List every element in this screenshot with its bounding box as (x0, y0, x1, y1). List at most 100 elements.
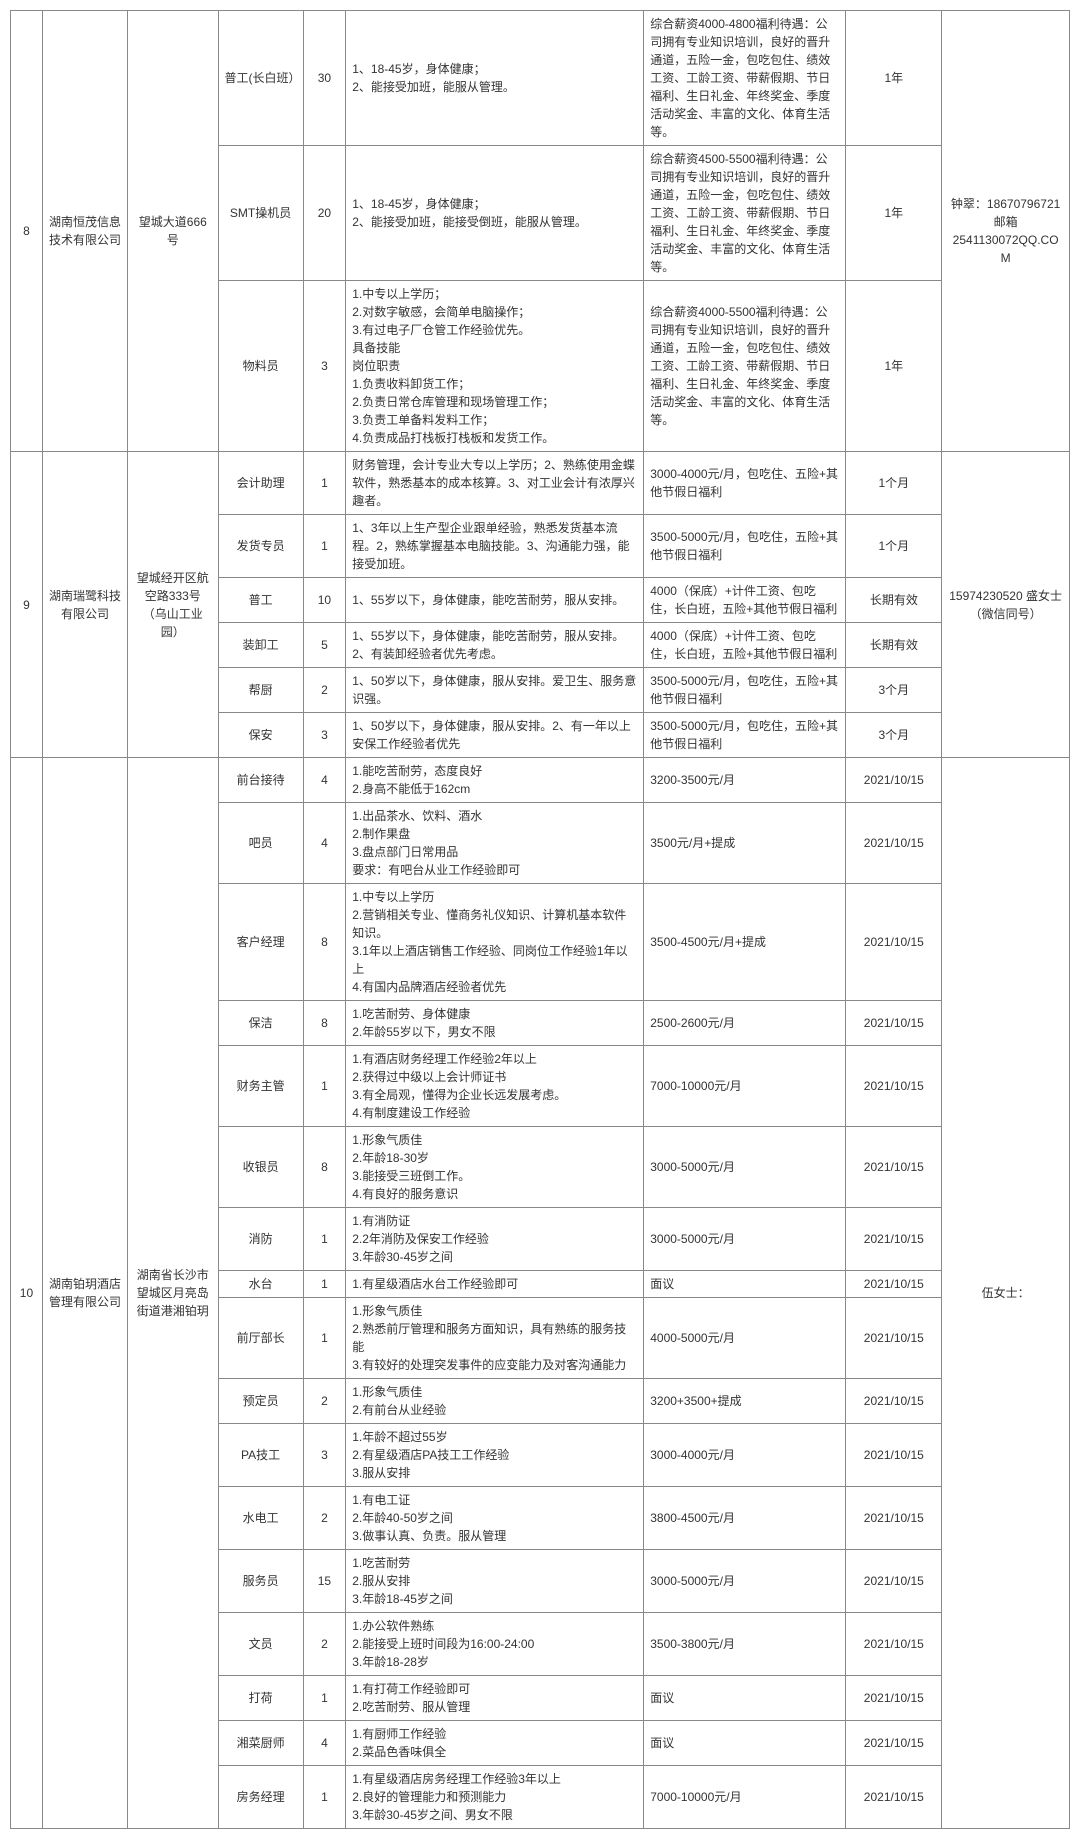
position-count: 8 (303, 884, 346, 1001)
requirements: 1.有星级酒店水台工作经验即可 (346, 1271, 644, 1298)
position-count: 1 (303, 1676, 346, 1721)
requirements: 1.吃苦耐劳 2.服从安排 3.年龄18-45岁之间 (346, 1550, 644, 1613)
salary: 3500-5000元/月，包吃住，五险+其他节假日福利 (644, 668, 846, 713)
position-name: 发货专员 (218, 515, 303, 578)
salary: 2500-2600元/月 (644, 1001, 846, 1046)
salary: 3500-4500元/月+提成 (644, 884, 846, 1001)
company-address: 望城大道666号 (128, 11, 218, 452)
position-count: 2 (303, 668, 346, 713)
requirements: 1、18-45岁，身体健康； 2、能接受加班，能服从管理。 (346, 11, 644, 146)
contact-info: 15974230520 盛女士（微信同号） (942, 452, 1070, 758)
position-count: 3 (303, 281, 346, 452)
recruitment-table: 8湖南恒茂信息技术有限公司望城大道666号普工(长白班）301、18-45岁，身… (10, 10, 1070, 1829)
valid-until: 2021/10/15 (846, 1766, 942, 1829)
salary: 3000-5000元/月 (644, 1550, 846, 1613)
position-name: 房务经理 (218, 1766, 303, 1829)
position-count: 1 (303, 515, 346, 578)
requirements: 1.有电工证 2.年龄40-50岁之间 3.做事认真、负责。服从管理 (346, 1487, 644, 1550)
position-count: 2 (303, 1487, 346, 1550)
requirements: 1.有打荷工作经验即可 2.吃苦耐劳、服从管理 (346, 1676, 644, 1721)
requirements: 1.形象气质佳 2.有前台从业经验 (346, 1379, 644, 1424)
requirements: 1、50岁以下，身体健康，服从安排。爱卫生、服务意识强。 (346, 668, 644, 713)
requirements: 1.有星级酒店房务经理工作经验3年以上 2.良好的管理能力和预测能力 3.年龄3… (346, 1766, 644, 1829)
salary: 4000（保底）+计件工资、包吃住，长白班，五险+其他节假日福利 (644, 578, 846, 623)
valid-until: 2021/10/15 (846, 1424, 942, 1487)
requirements: 1、50岁以下，身体健康，服从安排。2、有一年以上安保工作经验者优先 (346, 713, 644, 758)
valid-until: 长期有效 (846, 623, 942, 668)
salary: 综合薪资4500-5500福利待遇：公司拥有专业知识培训，良好的晋升通道，五险一… (644, 146, 846, 281)
position-count: 8 (303, 1127, 346, 1208)
position-count: 8 (303, 1001, 346, 1046)
position-count: 1 (303, 1208, 346, 1271)
position-name: 装卸工 (218, 623, 303, 668)
salary: 面议 (644, 1271, 846, 1298)
group-index: 10 (11, 758, 43, 1829)
requirements: 1.中专以上学历； 2.对数字敏感，会简单电脑操作； 3.有过电子厂仓管工作经验… (346, 281, 644, 452)
requirements: 1、55岁以下，身体健康，能吃苦耐劳，服从安排。2、有装卸经验者优先考虑。 (346, 623, 644, 668)
table-row: 8湖南恒茂信息技术有限公司望城大道666号普工(长白班）301、18-45岁，身… (11, 11, 1070, 146)
salary: 3200-3500元/月 (644, 758, 846, 803)
requirements: 1.能吃苦耐劳，态度良好 2.身高不能低于162cm (346, 758, 644, 803)
position-count: 3 (303, 713, 346, 758)
contact-info: 钟翠：18670796721 邮箱2541130072QQ.COM (942, 11, 1070, 452)
valid-until: 2021/10/15 (846, 1271, 942, 1298)
salary: 3200+3500+提成 (644, 1379, 846, 1424)
position-count: 1 (303, 452, 346, 515)
group-index: 8 (11, 11, 43, 452)
requirements: 财务管理，会计专业大专以上学历；2、熟练使用金蝶软件，熟悉基本的成本核算。3、对… (346, 452, 644, 515)
position-count: 2 (303, 1379, 346, 1424)
contact-info: 伍女士： (942, 758, 1070, 1829)
position-count: 1 (303, 1271, 346, 1298)
position-name: 文员 (218, 1613, 303, 1676)
valid-until: 2021/10/15 (846, 1298, 942, 1379)
position-count: 3 (303, 1424, 346, 1487)
position-count: 2 (303, 1613, 346, 1676)
requirements: 1.吃苦耐劳、身体健康 2.年龄55岁以下，男女不限 (346, 1001, 644, 1046)
position-name: SMT操机员 (218, 146, 303, 281)
position-count: 1 (303, 1766, 346, 1829)
salary: 4000（保底）+计件工资、包吃住，长白班，五险+其他节假日福利 (644, 623, 846, 668)
valid-until: 1个月 (846, 452, 942, 515)
valid-until: 1年 (846, 281, 942, 452)
position-name: 前厅部长 (218, 1298, 303, 1379)
position-name: 财务主管 (218, 1046, 303, 1127)
table-row: 9湖南瑞鹭科技有限公司望城经开区航空路333号（乌山工业园）会计助理1财务管理，… (11, 452, 1070, 515)
position-count: 4 (303, 758, 346, 803)
requirements: 1.形象气质佳 2.熟悉前厅管理和服务方面知识，具有熟练的服务技能 3.有较好的… (346, 1298, 644, 1379)
company-name: 湖南瑞鹭科技有限公司 (42, 452, 127, 758)
salary: 3000-4000元/月，包吃住、五险+其他节假日福利 (644, 452, 846, 515)
salary: 面议 (644, 1721, 846, 1766)
position-name: 收银员 (218, 1127, 303, 1208)
position-name: 预定员 (218, 1379, 303, 1424)
salary: 7000-10000元/月 (644, 1766, 846, 1829)
valid-until: 2021/10/15 (846, 884, 942, 1001)
position-name: 吧员 (218, 803, 303, 884)
requirements: 1.出品茶水、饮料、酒水 2.制作果盘 3.盘点部门日常用品 要求：有吧台从业工… (346, 803, 644, 884)
valid-until: 2021/10/15 (846, 1001, 942, 1046)
position-count: 30 (303, 11, 346, 146)
salary: 3500元/月+提成 (644, 803, 846, 884)
valid-until: 长期有效 (846, 578, 942, 623)
requirements: 1、55岁以下，身体健康，能吃苦耐劳，服从安排。 (346, 578, 644, 623)
requirements: 1.形象气质佳 2.年龄18-30岁 3.能接受三班倒工作。 4.有良好的服务意… (346, 1127, 644, 1208)
salary: 3800-4500元/月 (644, 1487, 846, 1550)
salary: 综合薪资4000-5500福利待遇：公司拥有专业知识培训，良好的晋升通道，五险一… (644, 281, 846, 452)
requirements: 1、3年以上生产型企业跟单经验，熟悉发货基本流程。2，熟练掌握基本电脑技能。3、… (346, 515, 644, 578)
position-count: 10 (303, 578, 346, 623)
valid-until: 1年 (846, 146, 942, 281)
valid-until: 3个月 (846, 668, 942, 713)
valid-until: 2021/10/15 (846, 1721, 942, 1766)
salary: 3000-4000元/月 (644, 1424, 846, 1487)
salary: 面议 (644, 1676, 846, 1721)
position-count: 20 (303, 146, 346, 281)
salary: 4000-5000元/月 (644, 1298, 846, 1379)
valid-until: 2021/10/15 (846, 1127, 942, 1208)
requirements: 1.有厨师工作经验 2.菜品色香味俱全 (346, 1721, 644, 1766)
salary: 3500-5000元/月，包吃住，五险+其他节假日福利 (644, 713, 846, 758)
valid-until: 3个月 (846, 713, 942, 758)
position-name: 消防 (218, 1208, 303, 1271)
position-name: 服务员 (218, 1550, 303, 1613)
valid-until: 1年 (846, 11, 942, 146)
position-name: 水电工 (218, 1487, 303, 1550)
valid-until: 1个月 (846, 515, 942, 578)
